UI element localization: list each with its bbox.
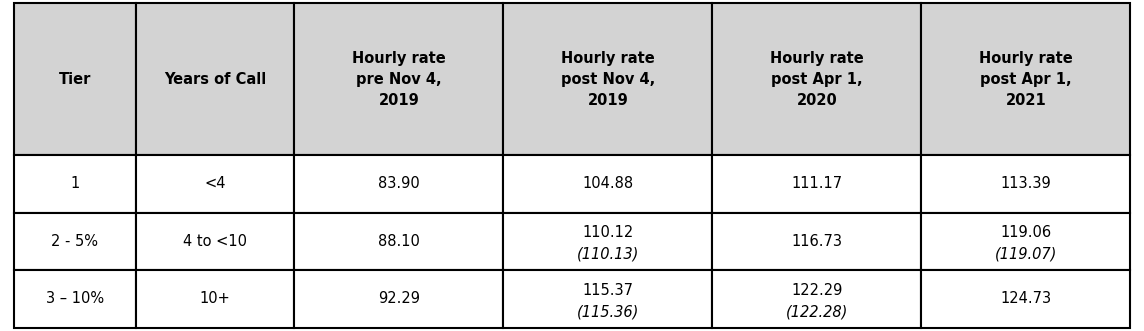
Text: 122.29: 122.29 (792, 283, 842, 298)
Text: 88.10: 88.10 (378, 234, 420, 249)
Text: (115.36): (115.36) (577, 304, 639, 319)
Bar (294, 155, 503, 213)
Bar (503, 155, 713, 213)
Bar (921, 270, 1130, 328)
Text: (110.13): (110.13) (577, 247, 639, 261)
Bar (713, 155, 921, 213)
Text: Hourly rate
post Apr 1,
2021: Hourly rate post Apr 1, 2021 (979, 51, 1073, 108)
Text: 3 – 10%: 3 – 10% (46, 291, 104, 307)
Bar (14, 213, 135, 270)
Text: 110.12: 110.12 (582, 225, 634, 240)
Text: <4: <4 (204, 176, 225, 191)
Text: 4 to <10: 4 to <10 (183, 234, 247, 249)
Text: (119.07): (119.07) (994, 247, 1057, 261)
Text: 119.06: 119.06 (1000, 225, 1051, 240)
Bar (14, 155, 135, 213)
Text: Hourly rate
post Apr 1,
2020: Hourly rate post Apr 1, 2020 (770, 51, 864, 108)
Bar (921, 155, 1130, 213)
Bar (503, 213, 713, 270)
Text: 10+: 10+ (199, 291, 230, 307)
Text: 83.90: 83.90 (378, 176, 420, 191)
Bar (503, 3, 713, 155)
Text: Tier: Tier (58, 72, 90, 87)
Text: 115.37: 115.37 (582, 283, 634, 298)
Bar (14, 270, 135, 328)
Text: (122.28): (122.28) (786, 304, 848, 319)
Text: 1: 1 (70, 176, 79, 191)
Bar (135, 270, 294, 328)
Text: Hourly rate
pre Nov 4,
2019: Hourly rate pre Nov 4, 2019 (352, 51, 446, 108)
Bar (294, 213, 503, 270)
Text: 2 - 5%: 2 - 5% (51, 234, 98, 249)
Text: Hourly rate
post Nov 4,
2019: Hourly rate post Nov 4, 2019 (561, 51, 654, 108)
Bar (713, 3, 921, 155)
Bar (14, 3, 135, 155)
Text: Years of Call: Years of Call (164, 72, 267, 87)
Bar (135, 213, 294, 270)
Text: 124.73: 124.73 (1000, 291, 1051, 307)
Text: 104.88: 104.88 (582, 176, 634, 191)
Bar (713, 213, 921, 270)
Bar (294, 270, 503, 328)
Text: 113.39: 113.39 (1000, 176, 1051, 191)
Bar (921, 3, 1130, 155)
Text: 116.73: 116.73 (792, 234, 842, 249)
Bar (294, 3, 503, 155)
Bar (135, 155, 294, 213)
Text: 111.17: 111.17 (792, 176, 842, 191)
Bar (503, 270, 713, 328)
Bar (135, 3, 294, 155)
Bar (921, 213, 1130, 270)
Bar (713, 270, 921, 328)
Text: 92.29: 92.29 (378, 291, 420, 307)
